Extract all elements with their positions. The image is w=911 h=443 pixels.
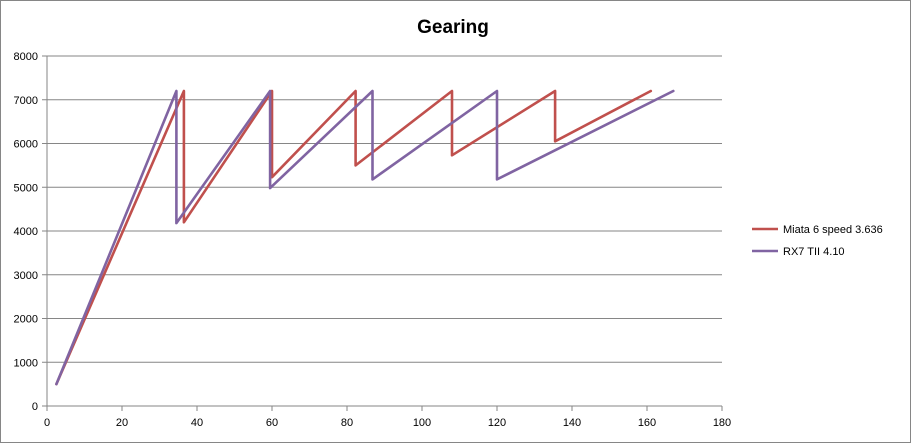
x-tick-label: 40 (191, 417, 203, 429)
y-tick-label: 7000 (14, 95, 38, 107)
y-tick-label: 5000 (14, 182, 38, 194)
series-line-1 (55, 89, 653, 386)
x-tick-label: 120 (488, 417, 506, 429)
chart-title: Gearing (417, 17, 489, 38)
x-tick-label: 160 (638, 417, 656, 429)
data-series (55, 89, 675, 386)
y-tick-label: 1000 (14, 357, 38, 369)
y-tick-label: 6000 (14, 139, 38, 151)
x-tick-label: 60 (266, 417, 278, 429)
y-tick-label: 2000 (14, 314, 38, 326)
y-tick-label: 4000 (14, 226, 38, 238)
x-tick-label: 180 (713, 417, 731, 429)
gridlines (47, 55, 722, 363)
legend-label: RX7 TII 4.10 (783, 246, 845, 258)
x-tick-label: 100 (413, 417, 431, 429)
axes (42, 55, 723, 411)
legend-label: Miata 6 speed 3.636 (783, 224, 883, 236)
y-tick-label: 3000 (14, 270, 38, 282)
x-tick-label: 140 (563, 417, 581, 429)
x-tick-label: 20 (116, 417, 128, 429)
x-tick-labels: 0 20 40 60 80 100 120 140 160 180 (44, 417, 731, 429)
x-tick-label: 80 (341, 417, 353, 429)
series-line-2 (55, 89, 675, 386)
y-tick-label: 8000 (14, 51, 38, 63)
y-tick-label: 0 (32, 401, 38, 413)
x-tick-label: 0 (44, 417, 50, 429)
y-tick-labels: 0 1000 2000 3000 4000 5000 6000 7000 8000 (14, 51, 38, 413)
legend: Miata 6 speed 3.636 RX7 TII 4.10 (752, 224, 883, 258)
